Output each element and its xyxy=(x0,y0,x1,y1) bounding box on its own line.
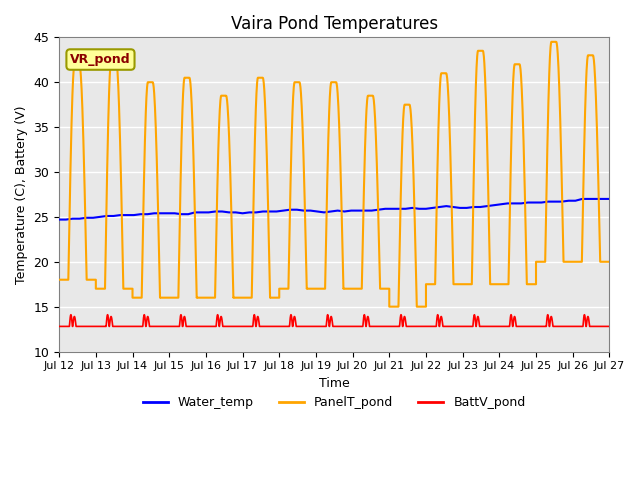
Legend: Water_temp, PanelT_pond, BattV_pond: Water_temp, PanelT_pond, BattV_pond xyxy=(138,391,531,414)
X-axis label: Time: Time xyxy=(319,377,349,390)
Title: Vaira Pond Temperatures: Vaira Pond Temperatures xyxy=(230,15,438,33)
Y-axis label: Temperature (C), Battery (V): Temperature (C), Battery (V) xyxy=(15,105,28,284)
Text: VR_pond: VR_pond xyxy=(70,53,131,66)
